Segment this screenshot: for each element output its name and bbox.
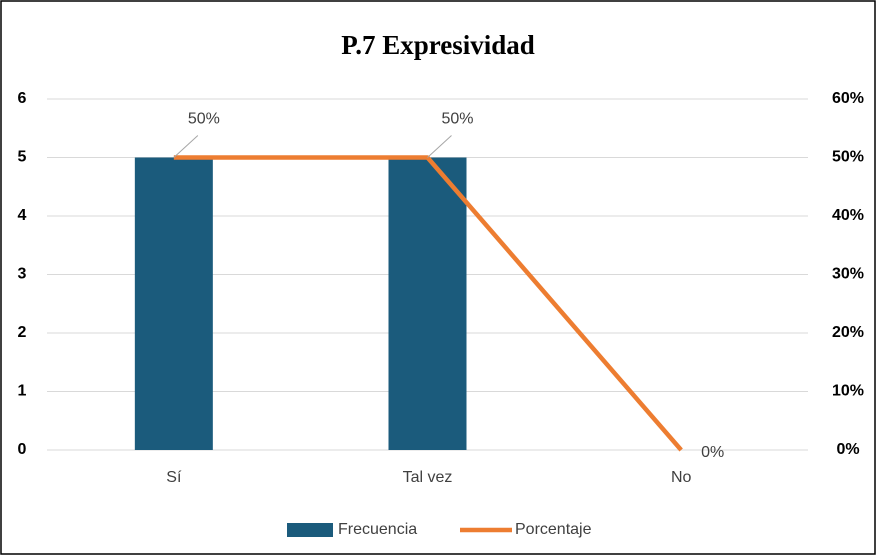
bar <box>134 157 213 450</box>
y2-tick-label: 60% <box>832 90 864 107</box>
data-label: 50% <box>188 111 220 128</box>
y-tick-label: 2 <box>18 324 27 341</box>
data-label: 50% <box>441 111 473 128</box>
y-tick-label: 6 <box>18 90 27 107</box>
y-tick-label: 5 <box>18 149 27 166</box>
x-tick-label: Tal vez <box>403 469 453 486</box>
data-label: 0% <box>701 444 724 461</box>
y2-tick-label: 50% <box>832 149 864 166</box>
chart-title: P.7 Expresividad <box>341 30 535 60</box>
y-tick-label: 0 <box>18 441 27 458</box>
y-tick-label: 4 <box>18 207 27 224</box>
y2-tick-label: 40% <box>832 207 864 224</box>
bar <box>388 157 467 450</box>
x-tick-label: Sí <box>166 469 182 486</box>
y2-tick-label: 20% <box>832 324 864 341</box>
y-tick-label: 1 <box>18 383 27 400</box>
legend-label: Porcentaje <box>515 521 592 538</box>
y2-tick-label: 30% <box>832 266 864 283</box>
y2-tick-label: 10% <box>832 383 864 400</box>
y-tick-label: 3 <box>18 266 27 283</box>
legend-label: Frecuencia <box>338 521 417 538</box>
legend-swatch <box>287 523 333 537</box>
y2-tick-label: 0% <box>836 441 859 458</box>
leader-line <box>427 135 452 158</box>
leader-line <box>173 135 199 158</box>
x-tick-label: No <box>671 469 692 486</box>
